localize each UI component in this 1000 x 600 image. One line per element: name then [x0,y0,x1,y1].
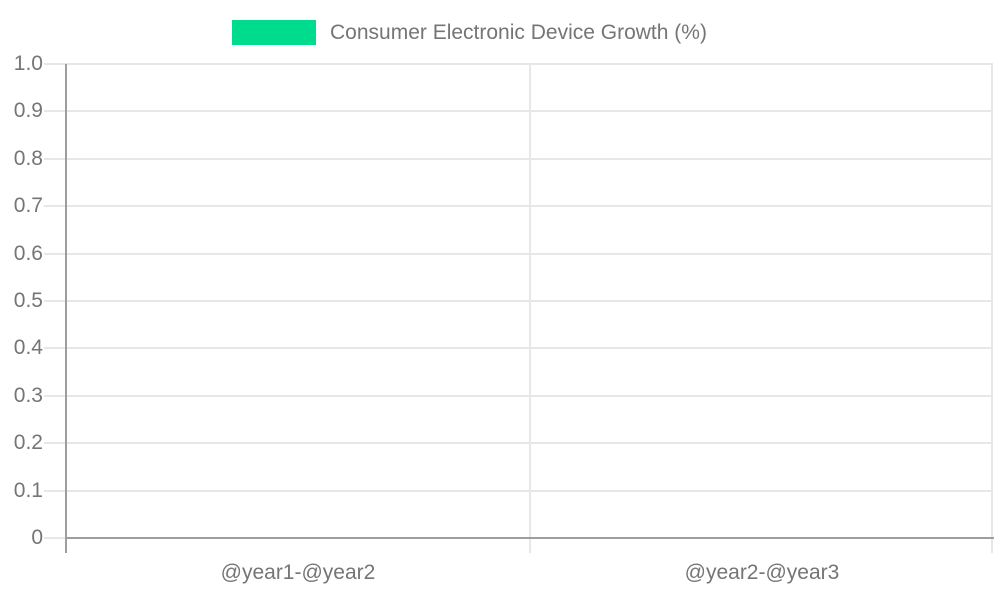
tick-y-0 [44,537,67,539]
legend-label: Consumer Electronic Device Growth (%) [330,21,707,44]
y-tick-label: 0.9 [13,99,43,122]
y-tick-label: 1.0 [13,52,43,75]
y-tick-label: 0.5 [13,289,43,312]
y-tick-label: 0.6 [13,242,43,265]
y-tick-label: 0.4 [13,336,43,359]
y-tick-label: 0 [31,526,43,549]
x-category-label: @year1-@year2 [220,561,376,584]
gridline-y-0.6 [44,253,993,255]
y-tick-label: 0.2 [13,431,43,454]
gridline-y-0.9 [44,110,993,112]
gridline-y-0.7 [44,205,993,207]
legend: Consumer Electronic Device Growth (%) [232,20,707,45]
gridline-x-right [991,64,993,553]
gridline-x-mid [529,64,531,553]
y-tick-label: 0.3 [13,384,43,407]
x-category-label: @year2-@year3 [684,561,840,584]
gridline-y-0.2 [44,442,993,444]
gridline-y-0.4 [44,347,993,349]
y-tick-label: 0.7 [13,194,43,217]
y-tick-label: 0.8 [13,147,43,170]
gridline-y-0.3 [44,395,993,397]
x-axis-line [65,537,994,539]
gridline-y-1.0 [44,63,993,65]
gridline-y-0.5 [44,300,993,302]
gridline-y-0.8 [44,158,993,160]
gridline-y-0.1 [44,490,993,492]
y-axis-line [65,64,67,553]
y-tick-label: 0.1 [13,479,43,502]
legend-swatch [232,20,316,45]
